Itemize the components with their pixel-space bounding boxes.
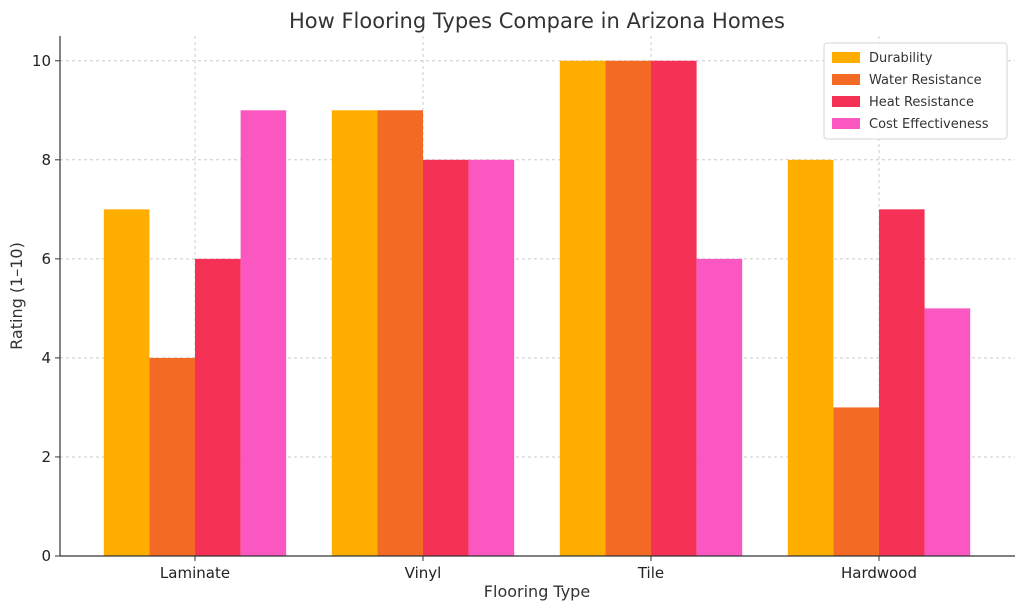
x-tick-label: Laminate (160, 564, 230, 582)
y-axis-label: Rating (1–10) (7, 242, 26, 350)
x-tick-label: Hardwood (841, 564, 917, 582)
bar (195, 258, 241, 556)
bar (833, 407, 879, 556)
x-axis-label: Flooring Type (484, 582, 590, 601)
bar (559, 60, 606, 557)
chart-title: How Flooring Types Compare in Arizona Ho… (289, 9, 785, 33)
bar (696, 258, 743, 556)
bar (605, 60, 651, 557)
bar (240, 110, 287, 557)
y-tick-label: 10 (32, 52, 51, 70)
axes (59, 36, 1015, 557)
x-ticks: Laminate Vinyl Tile Hardwood (160, 556, 917, 582)
bar (787, 159, 834, 557)
x-tick-label: Tile (637, 564, 664, 582)
bars (103, 60, 971, 557)
legend-label: Durability (869, 51, 933, 66)
bar (468, 159, 515, 557)
bar (879, 209, 925, 557)
bar (423, 159, 469, 557)
y-tick-label: 2 (41, 448, 51, 466)
legend-swatch (832, 118, 860, 129)
bar (331, 110, 378, 557)
y-tick-label: 4 (41, 349, 51, 367)
bar (924, 308, 971, 556)
y-tick-label: 8 (41, 151, 51, 169)
legend-swatch (832, 96, 860, 107)
y-ticks: 0 2 4 6 8 10 (32, 52, 60, 565)
legend-box (823, 42, 1008, 140)
bar (377, 110, 423, 557)
legend-label: Heat Resistance (869, 95, 974, 110)
legend-label: Water Resistance (869, 73, 982, 88)
x-tick-label: Vinyl (405, 564, 442, 582)
bar (149, 357, 195, 556)
y-tick-label: 0 (41, 547, 51, 565)
legend-swatch (832, 52, 860, 63)
legend-label: Cost Effectiveness (869, 117, 989, 132)
legend-swatch (832, 74, 860, 85)
legend: Durability Water Resistance Heat Resistanc… (823, 42, 1008, 140)
y-tick-label: 6 (41, 250, 51, 268)
bar (651, 60, 697, 557)
bar (103, 209, 150, 557)
